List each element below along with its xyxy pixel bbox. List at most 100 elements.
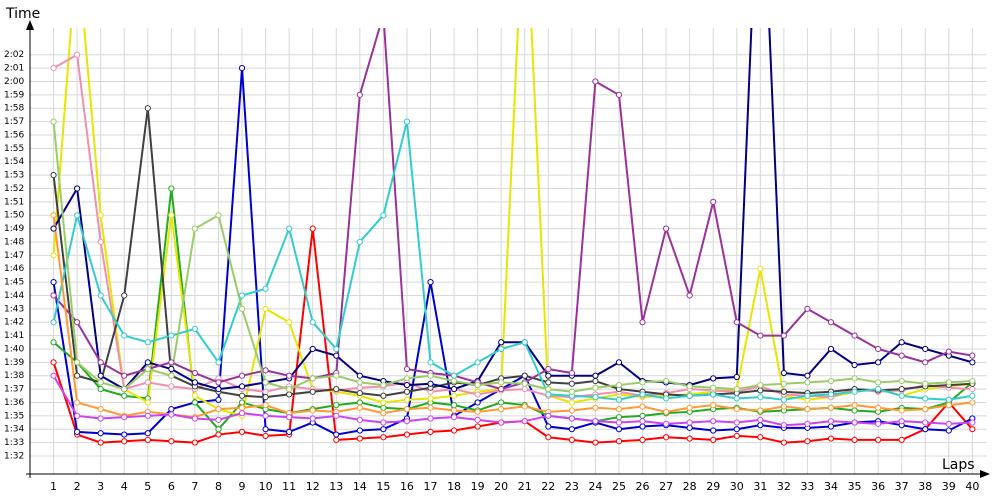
data-point: [545, 423, 552, 430]
data-point: [851, 375, 858, 382]
x-tick-label: 19: [471, 480, 485, 493]
data-point: [97, 430, 104, 437]
data-point: [757, 381, 764, 389]
data-point: [168, 372, 175, 379]
data-point: [568, 415, 575, 422]
y-tick-label: 1:36: [4, 398, 24, 408]
data-point: [875, 385, 882, 393]
data-point: [615, 419, 623, 426]
data-point: [615, 91, 623, 98]
data-point: [945, 402, 952, 409]
y-tick-label: 1:42: [4, 318, 24, 328]
data-point: [262, 305, 269, 312]
data-point: [757, 332, 764, 339]
data-point: [498, 339, 505, 346]
data-point: [922, 426, 929, 433]
y-tick-label: 1:53: [4, 171, 24, 181]
data-point: [710, 391, 717, 398]
data-point: [710, 384, 717, 391]
data-point: [851, 407, 858, 414]
data-point: [615, 414, 623, 421]
series-line: [52, 28, 973, 418]
data-point: [191, 369, 199, 377]
data-point: [639, 379, 646, 386]
data-point: [757, 394, 764, 401]
data-point: [804, 420, 811, 427]
series-line: [52, 28, 973, 391]
data-point: [521, 339, 528, 346]
data-point: [262, 285, 269, 292]
data-point: [403, 406, 411, 413]
data-point: [827, 345, 835, 353]
data-point: [568, 399, 575, 406]
data-point: [875, 345, 882, 353]
data-point: [50, 118, 57, 125]
data-point: [686, 392, 693, 399]
data-point: [144, 436, 151, 443]
y-tick-label: 1:38: [4, 371, 24, 381]
data-point: [710, 375, 717, 382]
data-point: [686, 383, 693, 390]
data-point: [969, 352, 976, 359]
data-point: [780, 369, 787, 377]
data-point: [144, 399, 151, 406]
data-point: [333, 372, 340, 379]
data-point: [286, 391, 293, 398]
data-point: [50, 339, 57, 346]
data-point: [521, 403, 528, 410]
data-point: [757, 265, 764, 272]
data-point: [710, 198, 717, 205]
data-point: [286, 319, 293, 326]
x-tick-label: 4: [121, 480, 128, 493]
data-point: [380, 392, 387, 399]
x-tick-label: 15: [376, 480, 390, 493]
data-point: [827, 319, 835, 326]
data-point: [238, 65, 246, 72]
data-point: [286, 414, 293, 421]
data-point: [144, 339, 151, 346]
data-point: [50, 225, 57, 232]
data-point: [922, 419, 929, 426]
data-point: [450, 427, 458, 434]
data-point: [592, 384, 599, 391]
data-point: [875, 436, 882, 443]
data-point: [545, 385, 552, 393]
x-tick-label: 10: [259, 480, 273, 493]
data-point: [592, 394, 599, 401]
data-point: [74, 212, 81, 219]
data-point: [474, 408, 481, 415]
y-tick-label: 1:43: [4, 304, 24, 314]
data-point: [215, 406, 222, 413]
x-tick-label: 21: [518, 480, 532, 493]
data-point: [403, 375, 411, 382]
data-point: [474, 359, 481, 366]
data-point: [356, 372, 363, 379]
data-point: [545, 434, 552, 441]
data-point: [380, 212, 387, 219]
data-point: [450, 392, 458, 399]
x-tick-label: 32: [777, 480, 791, 493]
data-point: [380, 404, 387, 411]
data-point: [545, 391, 552, 398]
data-point: [545, 365, 552, 373]
x-tick-label: 34: [824, 480, 838, 493]
data-point: [309, 407, 316, 414]
data-point: [427, 380, 434, 387]
data-point: [662, 377, 670, 385]
data-point: [74, 185, 81, 192]
x-tick-label: 30: [730, 480, 744, 493]
x-axis-arrow: [980, 470, 990, 478]
data-point: [568, 388, 575, 395]
data-point: [74, 359, 81, 366]
data-point: [851, 402, 858, 409]
data-point: [945, 348, 952, 355]
data-point: [121, 414, 128, 421]
y-tick-label: 1:55: [4, 144, 24, 154]
data-point: [851, 361, 858, 369]
data-point: [827, 377, 835, 385]
series-line: [52, 375, 973, 427]
data-point: [427, 359, 434, 366]
data-point: [333, 352, 340, 359]
x-tick-label: 39: [942, 480, 956, 493]
data-point: [262, 379, 269, 386]
